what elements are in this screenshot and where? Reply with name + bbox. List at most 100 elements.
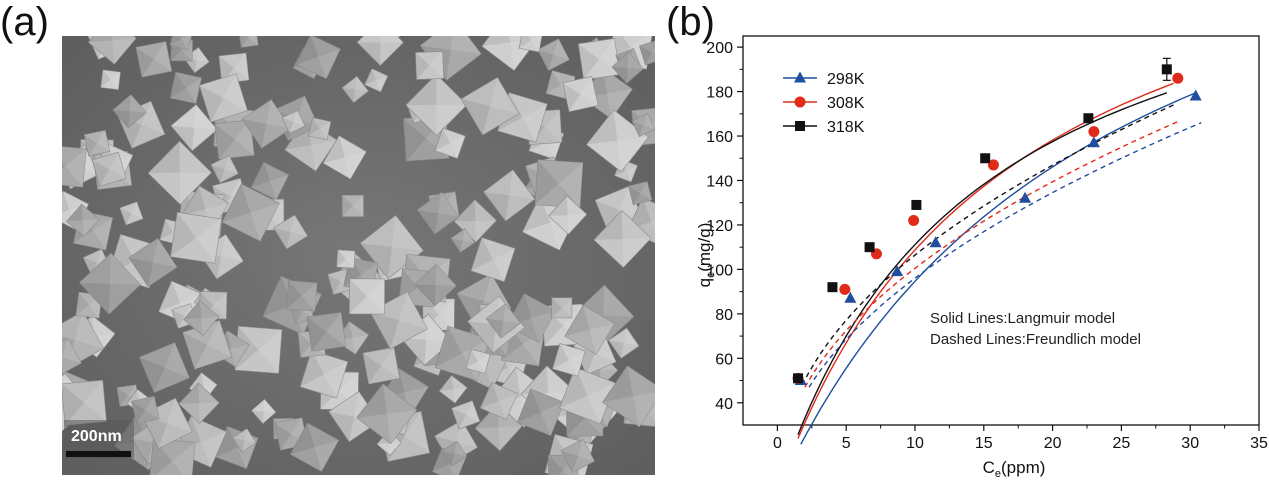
sem-particle <box>182 319 232 370</box>
model-curves <box>797 82 1202 445</box>
y-tick-label: 80 <box>715 307 733 324</box>
langmuir-curve-308K <box>797 82 1174 439</box>
chart-axes: 0 5 10 15 20 25 30 35 40 60 80 100 120 140 160 180 200 <box>706 35 1268 452</box>
sem-particle <box>273 214 309 250</box>
sem-particle <box>551 297 573 319</box>
sem-particle <box>560 438 595 474</box>
sem-particle <box>91 151 127 187</box>
sem-particle <box>135 41 173 78</box>
sem-particle <box>450 228 475 253</box>
data-point-318K <box>793 373 804 384</box>
sem-particle <box>414 263 457 307</box>
freundlich-curve-308K <box>804 119 1181 388</box>
scale-bar <box>66 451 131 457</box>
sem-particle <box>552 343 586 377</box>
sem-particle <box>534 159 584 208</box>
sem-micrograph: 200nm <box>62 36 655 475</box>
sem-particle <box>628 181 653 206</box>
y-tick-label: 180 <box>706 85 733 102</box>
sem-particle <box>66 203 100 237</box>
sem-particle <box>341 194 364 217</box>
sem-particle <box>149 438 196 475</box>
x-tick-label: 5 <box>842 435 851 452</box>
sem-particle <box>281 110 306 134</box>
sem-particle <box>434 127 466 159</box>
sem-particle <box>250 161 290 201</box>
sem-particle <box>178 382 220 424</box>
data-point-298K <box>1019 191 1032 203</box>
y-axis-title-unit: (mg/g) <box>695 223 714 272</box>
sem-particle <box>585 109 649 173</box>
x-tick-label: 20 <box>1044 435 1062 452</box>
data-point-308K <box>1088 126 1100 138</box>
sem-particle <box>221 183 280 242</box>
legend-marker <box>794 96 806 108</box>
sem-particle <box>356 383 418 445</box>
sem-particle <box>119 201 144 226</box>
sem-particle <box>131 395 160 425</box>
freundlich-curve-318K <box>801 104 1174 386</box>
legend-label: 318K <box>827 119 865 136</box>
sem-particle <box>451 400 481 430</box>
sem-particle <box>405 73 468 136</box>
x-axis-title-sub: e <box>995 468 1001 480</box>
sem-particle <box>169 36 193 51</box>
y-axis-title-sub: e <box>705 272 717 278</box>
y-tick-label: 60 <box>715 351 733 368</box>
y-tick-label: 100 <box>706 262 733 279</box>
sem-particle <box>364 68 389 93</box>
y-tick-label: 120 <box>706 218 733 235</box>
y-axis-title: qe(mg/g) <box>695 223 717 288</box>
data-point-318K <box>827 282 838 293</box>
sem-particle <box>169 71 202 104</box>
sem-particle <box>286 280 318 312</box>
sem-particle <box>548 195 588 235</box>
sem-particle <box>218 52 250 84</box>
sem-particle <box>438 374 468 404</box>
y-tick-label: 200 <box>706 40 733 57</box>
legend-item-318K: 318K <box>783 119 865 136</box>
legend-label: 308K <box>827 95 865 112</box>
sem-particle <box>441 440 468 467</box>
data-point-308K <box>1172 72 1184 84</box>
panel-a-label: (a) <box>0 0 49 44</box>
x-axis-title-unit: (ppm) <box>1001 458 1045 477</box>
sem-particle <box>518 36 544 53</box>
sem-particle <box>296 36 341 80</box>
sem-particle <box>485 303 521 339</box>
sem-particle <box>306 311 347 352</box>
langmuir-curve-298K <box>800 92 1196 445</box>
sem-particles <box>62 36 655 475</box>
data-point-298K <box>929 236 942 248</box>
sem-particle <box>83 129 111 157</box>
sem-particle <box>78 252 141 315</box>
sem-particle <box>289 422 340 472</box>
x-axis-title: Ce(ppm) <box>983 458 1046 480</box>
sem-particle <box>170 211 222 264</box>
x-axis-title-main: C <box>983 458 995 477</box>
annotation-freundlich: Dashed Lines:Freundlich model <box>930 331 1141 348</box>
x-tick-label: 15 <box>975 435 993 452</box>
sem-particle <box>562 76 599 113</box>
sem-particle <box>349 278 385 315</box>
sem-particle <box>62 144 87 188</box>
data-point-318K <box>1083 113 1094 124</box>
freundlich-curve-298K <box>808 122 1202 388</box>
sem-particle <box>100 69 121 91</box>
x-tick-label: 35 <box>1250 435 1268 452</box>
x-tick-label: 25 <box>1113 435 1131 452</box>
sem-particle <box>251 398 277 425</box>
sem-particle <box>234 325 283 374</box>
sem-particle <box>474 403 523 452</box>
sem-particle <box>62 337 82 378</box>
sem-particle <box>62 379 107 426</box>
sem-particle <box>479 381 519 421</box>
data-point-298K <box>891 265 904 277</box>
langmuir-curve-318K <box>797 92 1168 435</box>
sem-particle <box>611 51 644 84</box>
sem-particle <box>465 348 491 374</box>
sem-particle <box>608 327 640 359</box>
legend-marker <box>794 71 806 83</box>
sem-particle <box>138 342 190 394</box>
isotherm-chart: 0 5 10 15 20 25 30 35 40 60 80 100 120 140 160 180 200 2… <box>695 35 1268 480</box>
